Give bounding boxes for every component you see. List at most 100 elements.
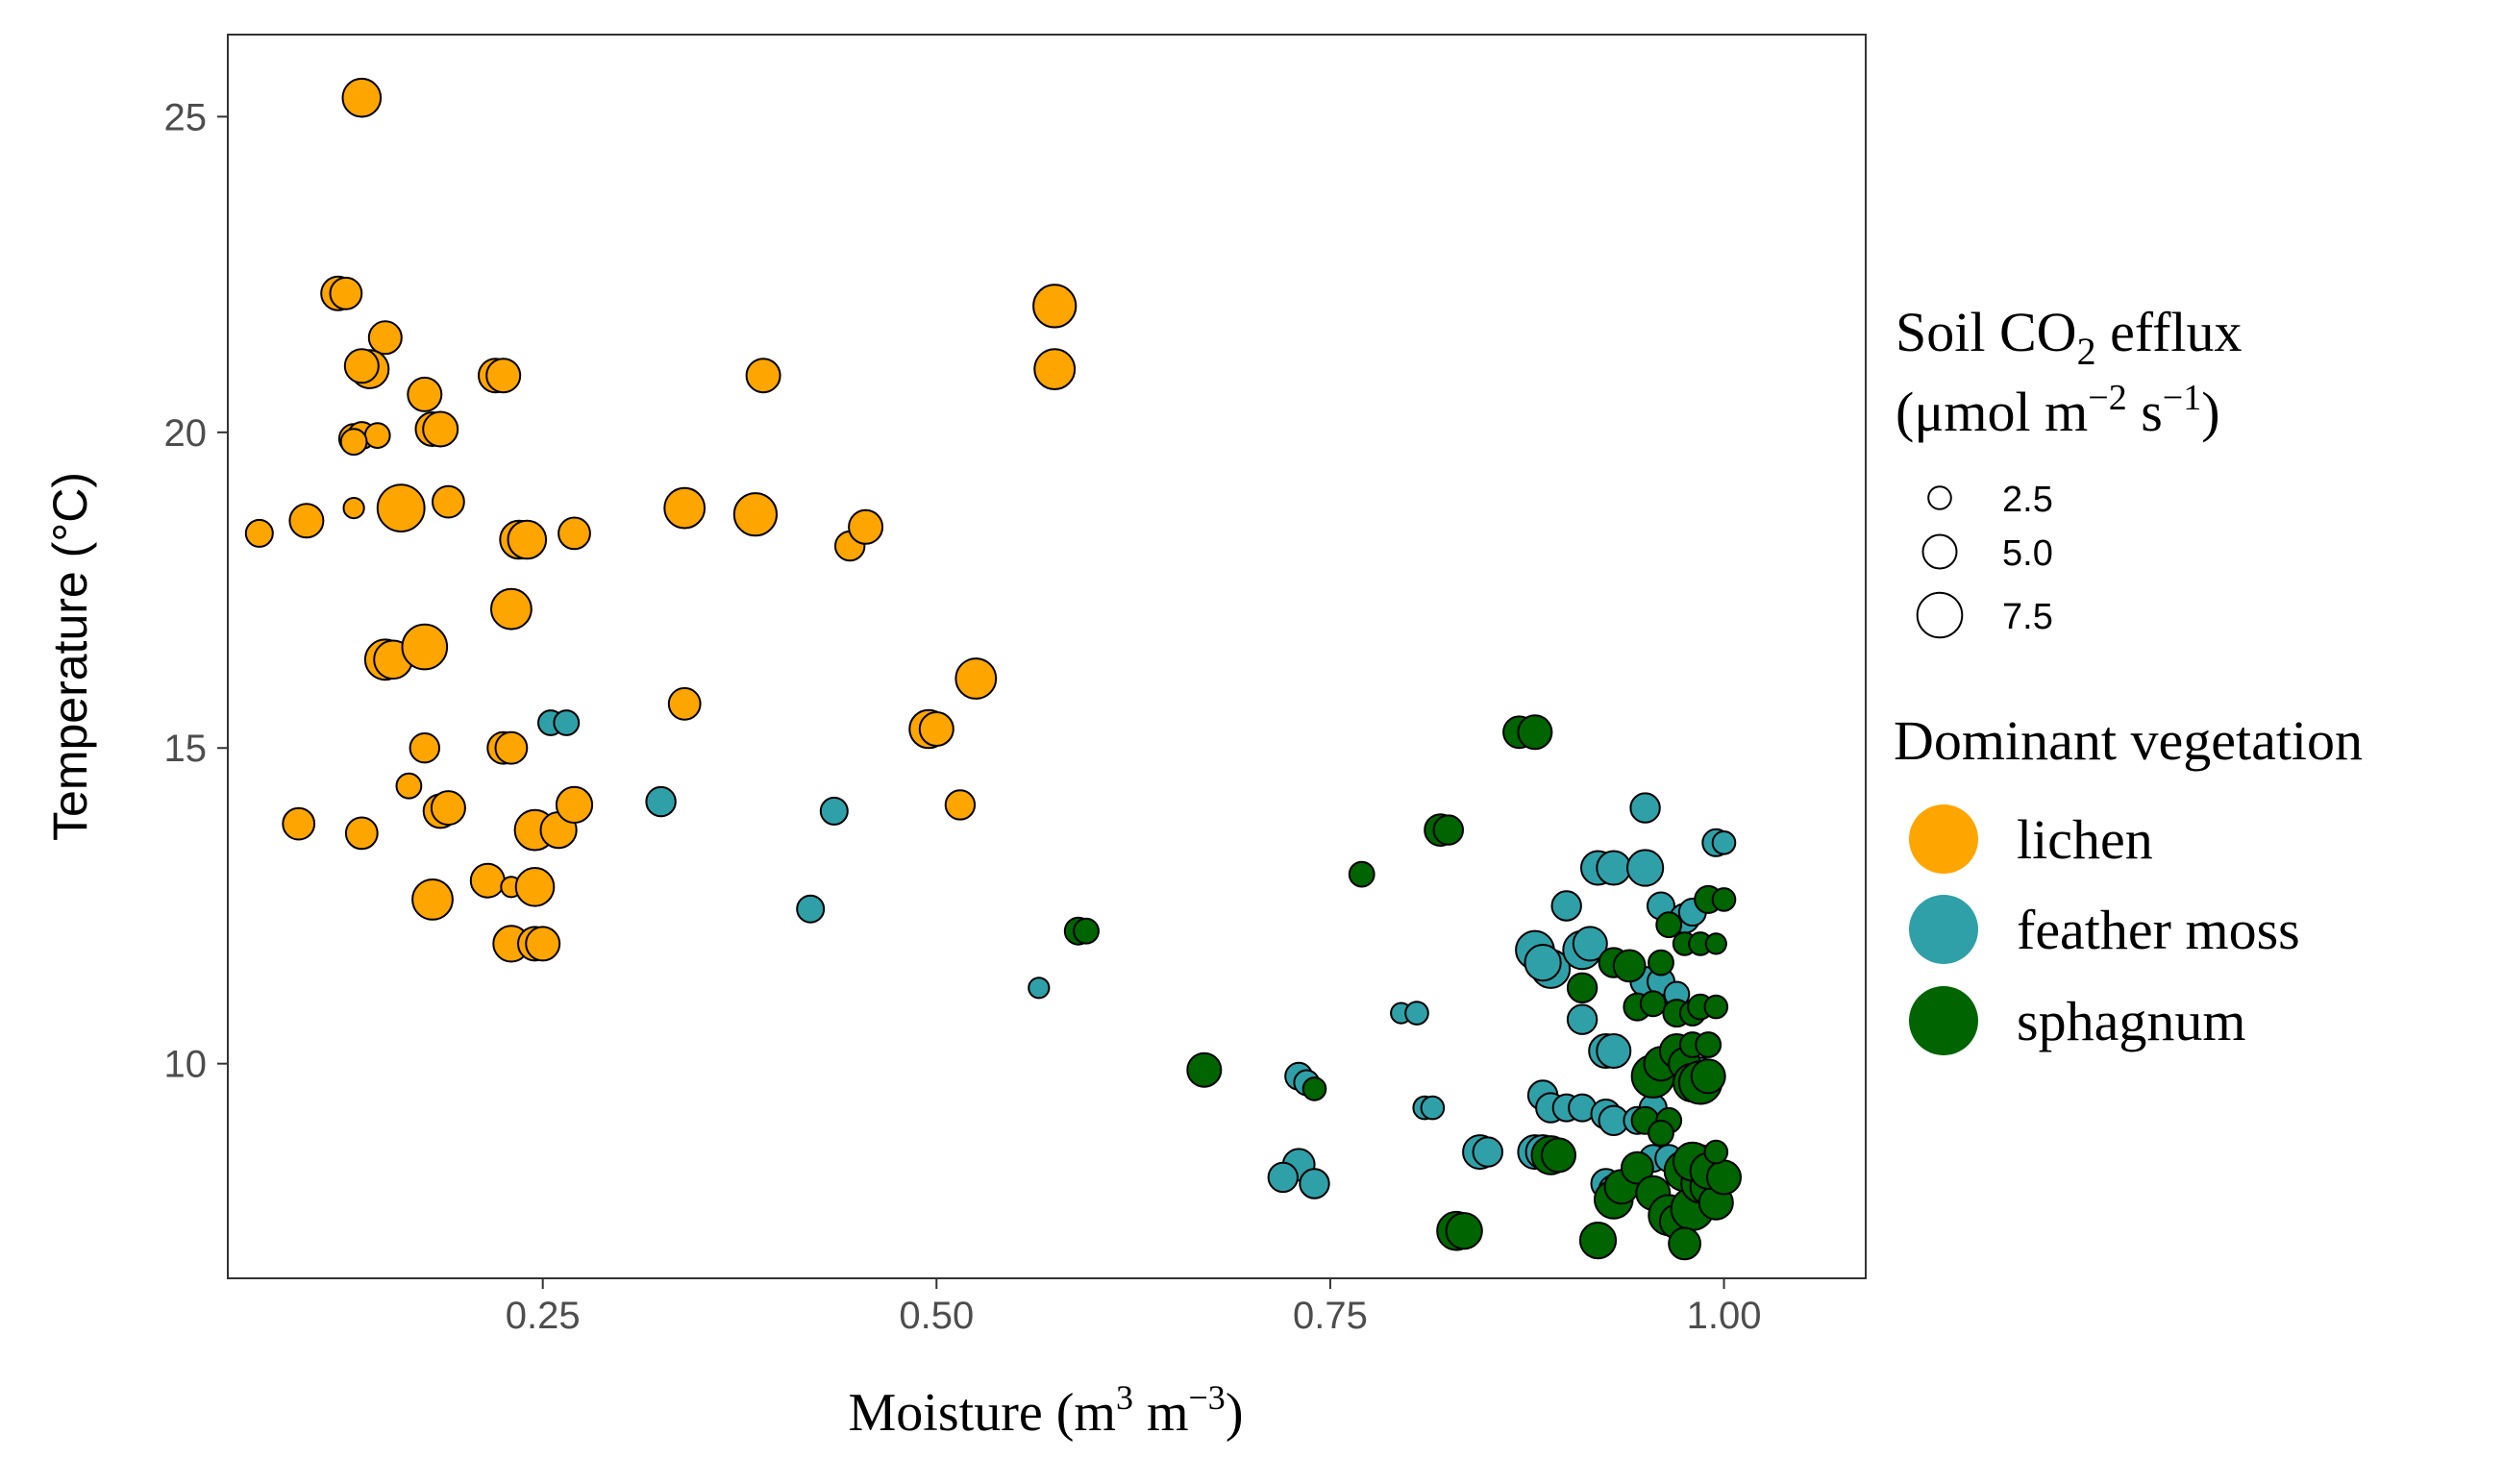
- lichen-point: [411, 878, 454, 921]
- size-legend-key: [1916, 591, 1964, 639]
- x-title-mid: m: [1133, 1383, 1189, 1443]
- feather-moss-point: [1404, 1001, 1429, 1026]
- feather-moss-legend-key: [1909, 895, 1978, 964]
- lichen-point: [395, 772, 423, 800]
- lichen-point: [1033, 348, 1077, 391]
- feather-moss-point: [1472, 1136, 1504, 1168]
- sphagnum-point: [1648, 949, 1674, 977]
- lichen-legend-label: lichen: [2017, 808, 2153, 871]
- color-legend-keys: lichen feather moss sphagnum: [1909, 804, 2300, 1055]
- lichen-point: [432, 484, 465, 519]
- size-legend-label: 7.5: [2002, 597, 2053, 637]
- x-title-close: ): [1226, 1383, 1244, 1443]
- y-tick-label: 15: [164, 728, 208, 770]
- y-tick-label: 25: [164, 96, 208, 138]
- sphagnum-point: [1445, 1212, 1483, 1250]
- color-legend: Dominant vegetation lichen feather moss sp…: [1894, 709, 2363, 1055]
- lichen-point: [430, 790, 466, 827]
- sphagnum-point: [1703, 1139, 1729, 1165]
- lichen-point: [918, 711, 954, 747]
- x-title-sup2: −3: [1189, 1378, 1226, 1417]
- lichen-point: [343, 348, 380, 384]
- sphagnum-point: [1704, 932, 1727, 955]
- x-tick-label: 0.75: [1293, 1295, 1368, 1337]
- sphagnum-point: [1621, 1150, 1654, 1185]
- feather-moss-point: [1566, 1003, 1598, 1035]
- feather-moss-point: [819, 796, 849, 826]
- sphagnum-point: [1073, 917, 1100, 945]
- y-tick-label: 10: [164, 1044, 208, 1086]
- lichen-point: [494, 730, 529, 765]
- x-tick-label: 0.25: [506, 1295, 581, 1337]
- lichen-point: [954, 657, 998, 700]
- lichen-point: [282, 806, 316, 841]
- feather-moss-point: [1550, 890, 1582, 922]
- feather-moss-legend-label: feather moss: [2017, 899, 2300, 961]
- size-legend-title-line1: Soil CO2 efflux: [1896, 301, 2243, 373]
- sphagnum-point: [1668, 1226, 1701, 1261]
- feather-moss-point: [1524, 944, 1562, 982]
- x-axis-title: Moisture (m3 m−3): [849, 1378, 1244, 1443]
- sphagnum-point: [1648, 1120, 1674, 1147]
- lichen-point: [288, 503, 325, 539]
- sphagnum-point: [1566, 972, 1598, 1004]
- lichen-point: [409, 732, 440, 764]
- sphagnum-point: [1578, 1222, 1618, 1260]
- feather-moss-point: [1299, 1168, 1330, 1200]
- x-title-main: Moisture (m: [849, 1383, 1116, 1443]
- y-axis-title: Temperature (°C): [43, 472, 97, 841]
- lichen-point: [525, 926, 561, 962]
- y-tick-label: 20: [164, 412, 208, 455]
- lichen-point: [422, 410, 459, 448]
- sphagnum-point: [1348, 860, 1375, 888]
- sphagnum-point: [1690, 1058, 1726, 1095]
- lichen-point: [558, 516, 591, 551]
- sphagnum-point: [1517, 714, 1553, 751]
- lichen-point: [407, 376, 443, 412]
- sphagnum-point: [1655, 911, 1683, 939]
- size-legend: Soil CO2 efflux (μmol m−2 s−1) 2.5 5.0 7.5: [1896, 301, 2243, 639]
- lichen-point: [507, 519, 548, 560]
- lichen-point: [663, 486, 706, 530]
- sphagnum-point: [1639, 990, 1667, 1018]
- feather-moss-point: [1596, 850, 1632, 886]
- lichen-point: [342, 497, 365, 520]
- sphagnum-point: [1612, 949, 1647, 983]
- lichen-point: [329, 276, 363, 310]
- feather-moss-point: [1596, 1033, 1632, 1069]
- x-tick-label: 1.00: [1687, 1295, 1762, 1337]
- lichen-point: [401, 623, 449, 671]
- lichen-point: [745, 358, 781, 394]
- lichen-point: [344, 816, 379, 851]
- lichen-point: [469, 862, 506, 899]
- sphagnum-point: [1432, 814, 1465, 846]
- sphagnum-point: [1186, 1051, 1223, 1088]
- size-legend-key: [1921, 533, 1958, 570]
- feather-moss-point: [1028, 977, 1051, 1000]
- y-axis-ticks: 10 15 20 25: [164, 96, 228, 1086]
- feather-moss-point: [796, 894, 826, 924]
- lichen-point: [732, 492, 779, 537]
- feather-moss-point: [1626, 849, 1665, 887]
- lichen-point: [341, 77, 383, 118]
- sphagnum-point: [1711, 887, 1737, 912]
- lichen-point: [667, 686, 702, 721]
- plot-panel: [227, 34, 1867, 1279]
- size-legend-title-line2: (μmol m−2 s−1): [1896, 378, 2220, 443]
- lichen-point: [376, 483, 426, 532]
- x-title-sup1: 3: [1116, 1378, 1133, 1417]
- size-legend-key: [1927, 485, 1952, 510]
- x-tick-label: 0.50: [899, 1295, 974, 1337]
- lichen-point: [485, 358, 522, 394]
- lichen-point: [944, 789, 977, 821]
- sphagnum-point: [1706, 1159, 1742, 1196]
- lichen-point: [555, 785, 594, 825]
- scatter-points: [244, 77, 1742, 1261]
- lichen-point: [363, 422, 391, 450]
- sphagnum-point: [1541, 1137, 1576, 1174]
- feather-moss-point: [645, 785, 677, 818]
- lichen-point: [244, 518, 274, 548]
- lichen-legend-key: [1909, 804, 1978, 874]
- lichen-point: [490, 587, 533, 631]
